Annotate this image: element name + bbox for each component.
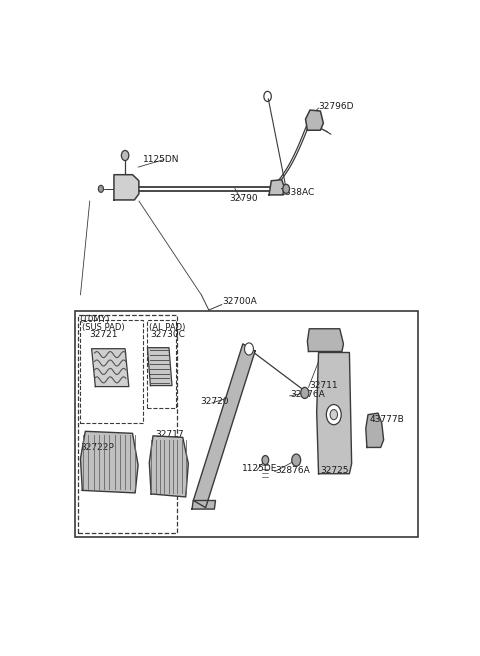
Circle shape — [292, 454, 300, 466]
Bar — [81, 320, 143, 423]
Circle shape — [326, 405, 341, 424]
Circle shape — [283, 184, 289, 194]
Polygon shape — [192, 501, 216, 509]
Polygon shape — [81, 431, 138, 493]
Text: 32700A: 32700A — [222, 297, 257, 306]
Circle shape — [262, 455, 269, 464]
Polygon shape — [149, 436, 188, 497]
Bar — [78, 315, 177, 533]
Text: 32730C: 32730C — [150, 330, 185, 338]
Text: 32725: 32725 — [321, 466, 349, 475]
Polygon shape — [269, 180, 285, 195]
Text: 32717: 32717 — [155, 430, 183, 439]
Text: 32876A: 32876A — [275, 466, 310, 475]
Text: 32796D: 32796D — [319, 102, 354, 111]
Text: (AL PAD): (AL PAD) — [148, 323, 185, 332]
Bar — [75, 311, 418, 537]
Text: 32711: 32711 — [309, 381, 338, 390]
Polygon shape — [305, 110, 324, 131]
Polygon shape — [147, 348, 172, 386]
Polygon shape — [317, 352, 352, 474]
Circle shape — [330, 409, 337, 420]
Circle shape — [121, 150, 129, 161]
Text: 32876A: 32876A — [290, 390, 324, 399]
Text: 32721: 32721 — [89, 330, 118, 338]
Text: (SUS PAD): (SUS PAD) — [82, 323, 124, 332]
Circle shape — [98, 185, 104, 192]
Polygon shape — [307, 329, 344, 352]
Text: 1338AC: 1338AC — [279, 188, 315, 197]
Text: 1125DN: 1125DN — [143, 155, 179, 164]
Polygon shape — [366, 413, 384, 447]
Text: 32722P: 32722P — [81, 443, 114, 452]
Text: 32790: 32790 — [229, 194, 258, 203]
Polygon shape — [114, 174, 139, 200]
Bar — [147, 320, 176, 408]
Text: (10MY): (10MY) — [79, 315, 110, 324]
Text: 43777B: 43777B — [370, 415, 404, 424]
Polygon shape — [92, 349, 129, 386]
Circle shape — [300, 387, 309, 398]
Text: 32720: 32720 — [201, 398, 229, 407]
Circle shape — [244, 343, 253, 355]
Text: 1125DE: 1125DE — [241, 464, 277, 473]
Polygon shape — [193, 344, 255, 508]
